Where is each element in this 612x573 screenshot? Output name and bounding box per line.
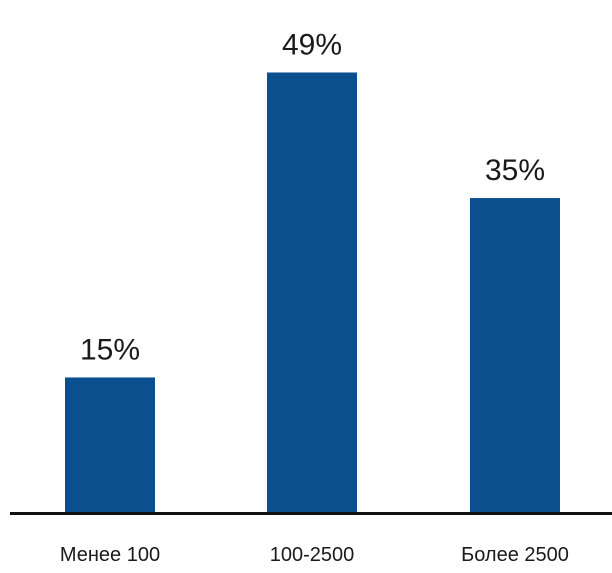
bars-layer [65, 72, 560, 513]
value-label-2: 49% [282, 28, 342, 61]
bar-2 [267, 72, 357, 512]
value-label-3: 35% [485, 154, 545, 187]
category-label-1: Менее 100 [60, 544, 160, 566]
category-label-2: 100-2500 [270, 544, 355, 566]
value-labels-layer: 15% 49% 35% [80, 28, 545, 366]
category-label-3: Более 2500 [461, 544, 569, 566]
bar-3 [470, 198, 560, 513]
bar-1 [65, 377, 155, 512]
value-label-1: 15% [80, 333, 140, 366]
category-labels-layer: Менее 100 100-2500 Более 2500 [60, 544, 569, 566]
